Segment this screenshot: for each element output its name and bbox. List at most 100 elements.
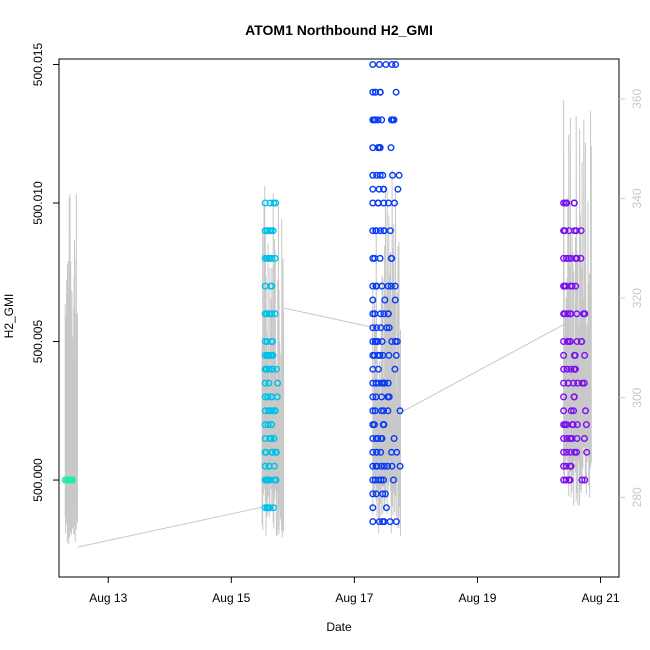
- data-point: [388, 61, 396, 69]
- data-point: [388, 462, 396, 470]
- data-point: [570, 393, 578, 401]
- data-point: [560, 379, 568, 387]
- data-point: [391, 296, 399, 304]
- data-point: [267, 435, 275, 443]
- plot-area: [58, 58, 620, 578]
- data-point: [570, 365, 578, 373]
- data-point: [560, 338, 568, 346]
- data-point: [265, 254, 273, 262]
- data-point: [560, 407, 568, 415]
- data-point: [389, 116, 397, 124]
- data-point: [384, 282, 392, 290]
- secondary-line-connector: [283, 307, 377, 329]
- data-point: [382, 61, 390, 69]
- data-point: [383, 324, 391, 332]
- data-point: [261, 199, 269, 207]
- data-point: [379, 490, 387, 498]
- data-point: [373, 324, 381, 332]
- data-point: [372, 490, 380, 498]
- data-point: [265, 310, 273, 318]
- data-point: [390, 435, 398, 443]
- data-point: [372, 227, 380, 235]
- data-point: [562, 282, 570, 290]
- data-point: [376, 144, 384, 152]
- data-point: [271, 254, 279, 262]
- data-point: [561, 227, 569, 235]
- data-point: [396, 462, 404, 470]
- data-point: [393, 448, 401, 456]
- data-point: [265, 365, 273, 373]
- data-point: [369, 462, 377, 470]
- data-point: [267, 421, 275, 429]
- data-point: [380, 227, 388, 235]
- data-point: [274, 379, 282, 387]
- data-point: [376, 227, 384, 235]
- y-tick-label: 500.000: [31, 458, 45, 502]
- data-point: [268, 254, 276, 262]
- data-point: [369, 282, 377, 290]
- data-point: [264, 393, 272, 401]
- data-point: [375, 185, 383, 193]
- data-point: [560, 462, 568, 470]
- data-point: [272, 476, 280, 484]
- data-point: [560, 448, 568, 456]
- data-point: [581, 310, 589, 318]
- data-point: [386, 518, 394, 526]
- y-tick-label: 500.010: [31, 181, 45, 225]
- data-point: [66, 476, 74, 484]
- data-point: [567, 407, 575, 415]
- data-point: [566, 310, 574, 318]
- data-point: [577, 227, 585, 235]
- data-point: [389, 171, 397, 179]
- data-point: [376, 88, 384, 96]
- data-point: [376, 254, 384, 262]
- data-point: [581, 476, 589, 484]
- data-point: [369, 448, 377, 456]
- data-point: [395, 171, 403, 179]
- data-point: [560, 393, 568, 401]
- data-point: [369, 61, 377, 69]
- data-point: [393, 338, 401, 346]
- data-point: [578, 338, 586, 346]
- data-point: [391, 282, 399, 290]
- data-point: [374, 365, 382, 373]
- secondary-line-connector: [400, 322, 567, 414]
- data-point: [385, 351, 393, 359]
- data-point: [570, 379, 578, 387]
- data-point: [381, 296, 389, 304]
- y-axis-label: H2_GMI: [2, 294, 16, 339]
- data-point: [563, 199, 571, 207]
- x-axis: Aug 13 Aug 15 Aug 17 Aug 19 Aug 21: [89, 577, 620, 605]
- data-point: [369, 504, 377, 512]
- data-point: [376, 351, 384, 359]
- data-point: [380, 476, 388, 484]
- data-point: [379, 171, 387, 179]
- data-point: [383, 504, 391, 512]
- data-point: [384, 310, 392, 318]
- data-point: [573, 310, 581, 318]
- data-point: [394, 185, 402, 193]
- data-point: [578, 379, 586, 387]
- data-point: [570, 407, 578, 415]
- data-point: [377, 448, 385, 456]
- data-point: [380, 310, 388, 318]
- y-axis-right: 280 300 320 340 360: [619, 89, 644, 507]
- data-point: [264, 421, 272, 429]
- data-point: [567, 365, 575, 373]
- data-point: [390, 476, 398, 484]
- data-point: [373, 448, 381, 456]
- data-point: [270, 462, 278, 470]
- data-point: [573, 338, 581, 346]
- data-point: [374, 199, 382, 207]
- data-point: [392, 88, 400, 96]
- data-point: [386, 227, 394, 235]
- y2-tick-label: 340: [630, 188, 644, 208]
- y2-tick-label: 360: [630, 89, 644, 109]
- data-point: [560, 351, 568, 359]
- secondary-line-burst: [64, 193, 78, 545]
- y-axis-left: 500.000 500.005 500.010 500.015: [31, 43, 59, 502]
- data-point: [570, 199, 578, 207]
- data-point: [396, 407, 404, 415]
- data-point: [269, 227, 277, 235]
- data-point: [578, 476, 586, 484]
